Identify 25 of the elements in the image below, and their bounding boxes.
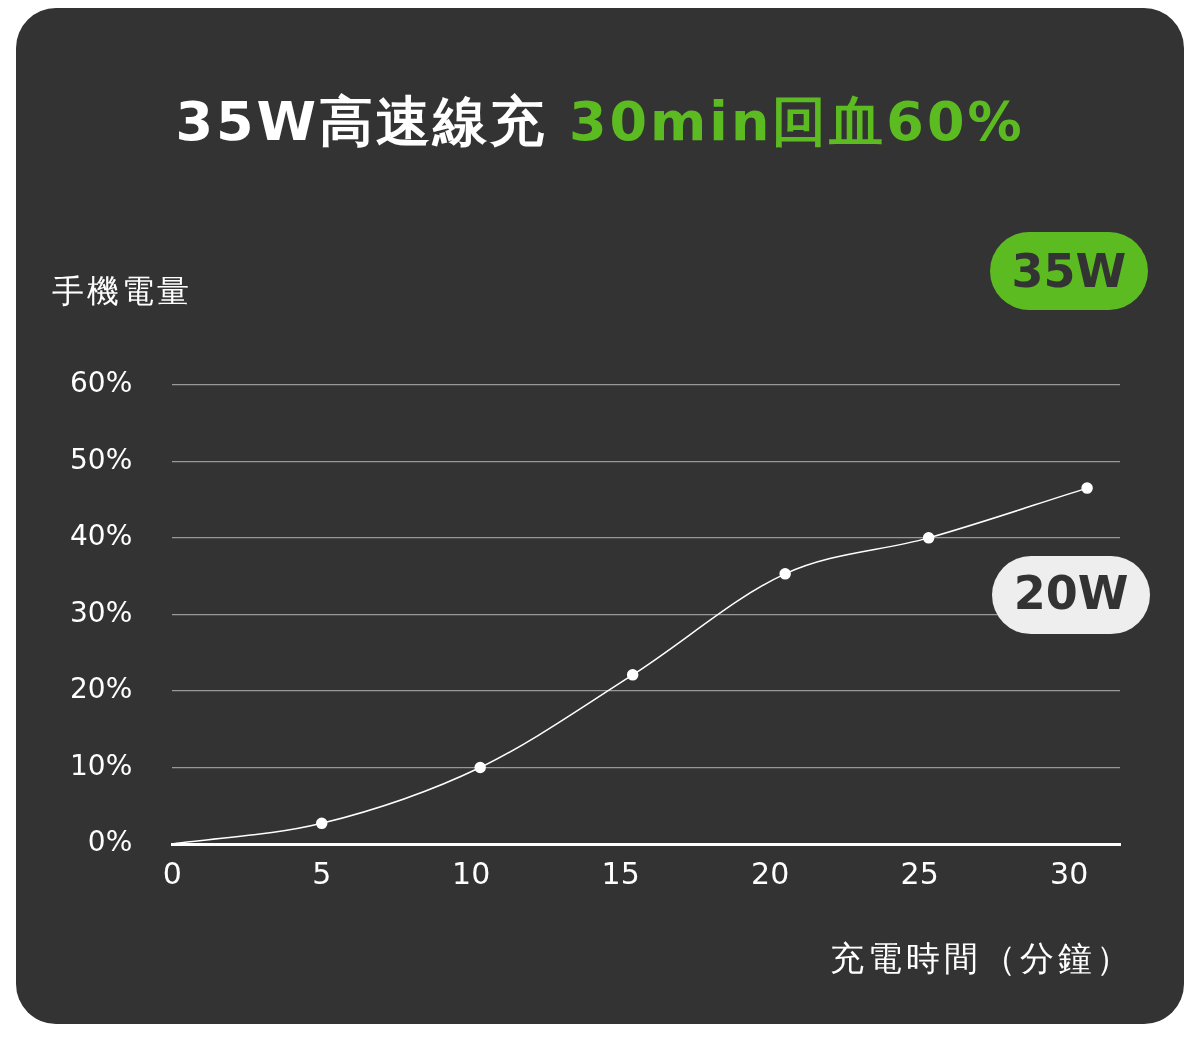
x-tick-label: 5 (312, 855, 332, 891)
point (779, 568, 791, 580)
point (1081, 482, 1093, 494)
x-axis-title: 充電時間（分鐘） (830, 937, 1134, 980)
x-tick-label: 25 (900, 855, 939, 891)
point (626, 669, 639, 681)
point (315, 817, 328, 830)
chart-title: 35W高速線充 30min回血60% (175, 90, 1025, 153)
x-tick-label: 30 (1050, 855, 1089, 891)
y-tick-label: 0% (87, 825, 133, 859)
y-tick-label: 40% (70, 519, 133, 553)
y-axis-title: 手機電量 (52, 271, 192, 312)
x-tick-label: 15 (601, 855, 640, 891)
point (474, 761, 486, 774)
text: 35W (990, 232, 1148, 310)
y-tick-label: 20% (70, 672, 133, 706)
y-tick-label: 10% (70, 748, 133, 782)
x-tick-label: 10 (452, 855, 491, 891)
point (922, 532, 935, 544)
y-tick-label: 30% (70, 595, 133, 629)
y-tick-label: 50% (70, 442, 133, 476)
series-label: 20W (1013, 566, 1129, 621)
y-tick-label: 60% (70, 366, 133, 400)
x-tick-label: 20 (751, 855, 790, 891)
x-tick-label: 0 (162, 855, 182, 891)
